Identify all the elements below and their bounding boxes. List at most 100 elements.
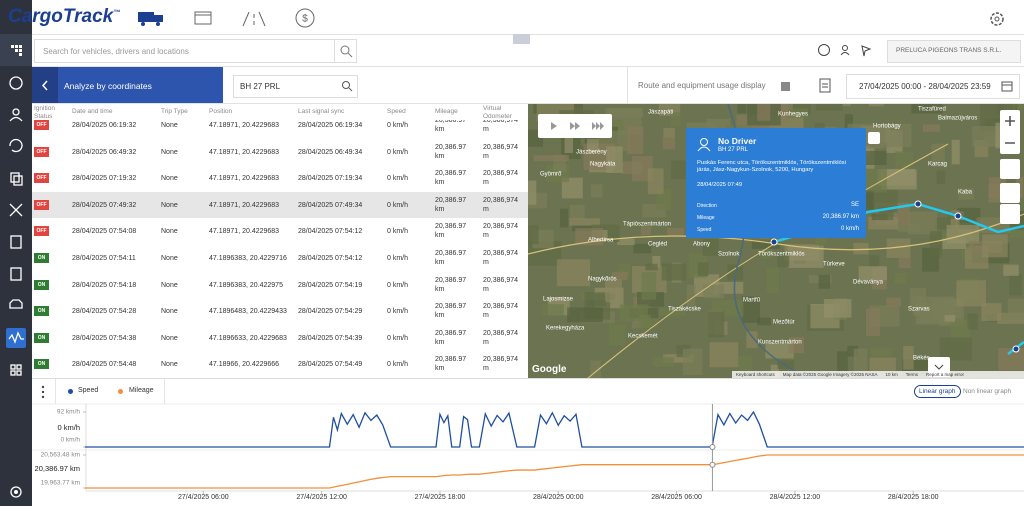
map-patch	[765, 342, 794, 359]
map-patch	[572, 224, 593, 232]
cursor-value: 0 km/h	[57, 423, 80, 432]
display-mode-toggle[interactable]	[781, 82, 790, 91]
table-cell: 28/04/2025 07:49:32	[72, 201, 137, 209]
table-cell: 28/04/2025 07:54:49	[298, 361, 363, 369]
map-label: Abony	[693, 242, 710, 248]
map[interactable]: JászfényszaruJászberényJászapátiKunhegye…	[528, 104, 1024, 378]
table-cell: 20,386.97 km	[435, 120, 467, 133]
sidebar-icons	[0, 34, 32, 498]
table-cell: 20,386,974 m	[483, 170, 519, 187]
divider	[627, 67, 628, 104]
status-badge: ON	[34, 279, 49, 290]
table-cell: 47.18971, 20.4229683	[209, 122, 280, 129]
divider	[32, 103, 1024, 104]
table-row[interactable]: OFF 28/04/2025 06:19:32 None 47.18971, 20.4…	[32, 120, 528, 140]
playback-controls[interactable]	[538, 114, 612, 138]
route-point	[1012, 345, 1020, 353]
zoom-controls[interactable]	[1000, 110, 1020, 154]
header-icons[interactable]	[815, 42, 875, 58]
status-badge: OFF	[34, 173, 49, 184]
cursor-point	[709, 461, 716, 468]
vehicle-input[interactable]: BH 27 PRL	[233, 75, 358, 98]
map-patch	[815, 104, 843, 111]
map-patch	[570, 204, 585, 220]
map-patch	[640, 226, 651, 236]
display-mode[interactable]: Route and equipment usage display	[638, 81, 766, 90]
map-patch	[533, 155, 569, 162]
x-tick-label: 27/4/2025 12:00	[296, 494, 347, 501]
table-cell: 20,386,974 m	[483, 303, 519, 320]
export-icon[interactable]	[818, 78, 832, 94]
table-cell: 28/04/2025 07:54:12	[298, 255, 363, 262]
cursor-value: 20,386.97 km	[35, 464, 80, 473]
legend-marker	[118, 389, 123, 394]
table-cell: 20,386.97 km	[435, 250, 467, 266]
table-cell: 20,386.97 km	[435, 356, 467, 373]
map-patch	[923, 124, 941, 132]
map-patch	[870, 347, 893, 357]
company-select[interactable]: PRELUCA PIGEONS TRANS S.R.L.	[887, 40, 1021, 63]
mode-button[interactable]: Non linear graph	[963, 388, 1012, 395]
table-cell: None	[161, 228, 178, 236]
map-label: Tiszakécske	[668, 307, 701, 313]
popup-time: 28/04/2025 07:49	[697, 182, 743, 188]
legend-marker	[68, 389, 73, 394]
map-patch	[703, 284, 724, 299]
map-patch	[746, 331, 758, 349]
map-patch	[895, 151, 914, 173]
status-badge: OFF	[34, 226, 49, 237]
legend-label[interactable]: Speed	[78, 387, 99, 394]
map-patch	[777, 360, 795, 369]
table-cell: None	[161, 308, 178, 316]
legend-label[interactable]: Mileage	[129, 387, 154, 394]
table-cell: 20,386.97 km	[435, 143, 467, 160]
table-row[interactable]: ON 28/04/2025 07:54:11 None 47.1896383, 20.…	[32, 245, 528, 273]
date-range[interactable]: 27/04/2025 00:00 - 28/04/2025 23:59	[846, 74, 1020, 99]
table-row[interactable]: OFF 28/04/2025 06:49:32 None 47.18971, 20.4…	[32, 138, 528, 167]
map-patch	[823, 299, 852, 318]
search-button[interactable]	[334, 39, 357, 63]
map-patch	[647, 168, 664, 195]
map-patch	[1013, 104, 1022, 109]
table-cell: 0 km/h	[387, 281, 409, 289]
table-row[interactable]: ON 28/04/2025 07:54:28 None 47.1896483, 20.…	[32, 298, 528, 326]
map-patch	[761, 247, 773, 260]
table-row[interactable]: ON 28/04/2025 07:54:38 None 47.1896633, 20.…	[32, 324, 528, 353]
map-tool[interactable]	[1000, 183, 1020, 203]
collapse-button[interactable]	[513, 34, 530, 44]
logo[interactable]: CargoTrack™	[8, 6, 120, 28]
map-patch	[818, 274, 831, 289]
table-cell: 28/04/2025 06:49:32	[72, 148, 137, 156]
table-cell: 20,386,974 m	[483, 196, 519, 213]
map-patch	[621, 161, 643, 174]
map-patch	[1003, 264, 1019, 276]
series-line	[85, 410, 1024, 448]
map-tool[interactable]	[1000, 204, 1020, 224]
company-name: PRELUCA PIGEONS TRANS S.R.L.	[896, 47, 1002, 54]
map-patch	[652, 357, 675, 368]
popup-expand[interactable]	[868, 132, 880, 144]
chart-menu[interactable]	[38, 384, 48, 400]
table-row[interactable]: OFF 28/04/2025 07:54:08 None 47.18971, 20.4…	[32, 218, 528, 246]
table-row[interactable]: ON 28/04/2025 07:54:48 None 47.18966, 20.42…	[32, 351, 528, 378]
map-patch	[950, 319, 971, 343]
table-cell: 20,386,974 m	[483, 120, 519, 133]
table-row[interactable]: OFF 28/04/2025 07:49:32 None 47.18971, 20.4…	[32, 191, 528, 220]
table-cell: None	[161, 281, 178, 289]
map-patch	[638, 314, 651, 329]
table-cell: 28/04/2025 07:54:48	[72, 361, 137, 369]
map-tool[interactable]	[1000, 159, 1020, 179]
table-row[interactable]: ON 28/04/2025 07:54:18 None 47.1896383, 20.…	[32, 271, 528, 300]
table-cell: 20,386.97 km	[435, 223, 467, 240]
nav-icons[interactable]: $	[130, 4, 330, 32]
table-cell: None	[161, 361, 178, 369]
search-input[interactable]: Search for vehicles, drivers and locatio…	[34, 39, 335, 63]
table-cell: 28/04/2025 07:54:29	[298, 308, 363, 316]
back-button[interactable]	[32, 67, 58, 104]
table-row[interactable]: OFF 28/04/2025 07:19:32 None 47.18971, 20.4…	[32, 165, 528, 193]
table-cell: 28/04/2025 07:54:39	[298, 334, 363, 342]
route-point	[954, 212, 962, 220]
popup-address: Puskás Ferenc utca, Törökszentmiklós, Tö…	[697, 160, 846, 173]
settings-icon[interactable]	[988, 10, 1006, 28]
mode-button[interactable]: Linear graph	[914, 385, 961, 398]
